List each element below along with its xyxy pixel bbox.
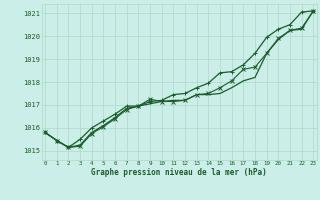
X-axis label: Graphe pression niveau de la mer (hPa): Graphe pression niveau de la mer (hPa) [91, 168, 267, 177]
